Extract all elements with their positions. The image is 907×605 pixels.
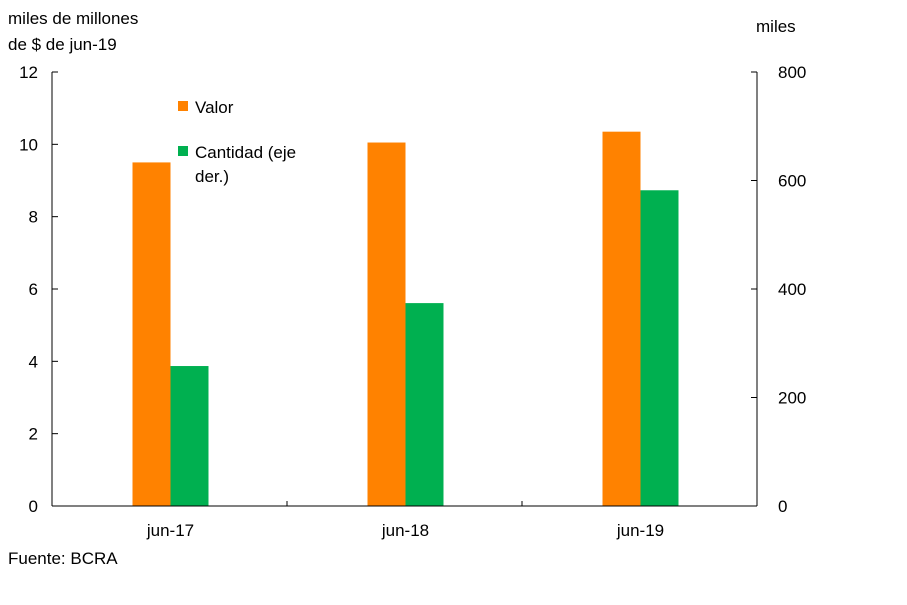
left-axis-ticks: 0 2 4 6 8 10 12 xyxy=(19,63,58,516)
right-axis-title: miles xyxy=(756,17,796,36)
x-tick-label: jun-18 xyxy=(381,521,429,540)
left-tick-label: 0 xyxy=(29,497,38,516)
x-axis-labels: jun-17 jun-18 jun-19 xyxy=(146,501,664,540)
x-tick-label: jun-19 xyxy=(616,521,664,540)
left-axis-title-line1: miles de millones xyxy=(8,9,138,28)
right-axis-ticks: 0 200 400 600 800 xyxy=(751,63,806,516)
left-axis-title-line2: de $ de jun-19 xyxy=(8,35,117,54)
left-tick-label: 10 xyxy=(19,135,38,154)
bars-group xyxy=(132,131,679,507)
left-tick-label: 8 xyxy=(29,208,38,227)
legend: Valor Cantidad (eje der.) xyxy=(178,98,296,186)
source-note: Fuente: BCRA xyxy=(8,549,118,568)
x-tick-label: jun-17 xyxy=(146,521,194,540)
right-tick-label: 600 xyxy=(778,172,806,191)
bar-valor-jun-19 xyxy=(602,131,641,507)
legend-swatch-cantidad xyxy=(178,146,188,156)
legend-label-cantidad-line1: Cantidad (eje xyxy=(195,143,296,162)
left-tick-label: 2 xyxy=(29,425,38,444)
bar-valor-jun-18 xyxy=(367,142,406,506)
left-tick-label: 6 xyxy=(29,280,38,299)
left-tick-label: 12 xyxy=(19,63,38,82)
bar-cantidad-jun-18 xyxy=(405,303,444,506)
right-tick-label: 0 xyxy=(778,497,787,516)
bar-cantidad-jun-17 xyxy=(170,366,209,506)
bar-valor-jun-17 xyxy=(132,162,171,506)
right-tick-label: 400 xyxy=(778,280,806,299)
legend-label-valor: Valor xyxy=(195,98,234,117)
left-tick-label: 4 xyxy=(29,352,38,371)
bar-cantidad-jun-19 xyxy=(640,190,679,506)
legend-label-cantidad-line2: der.) xyxy=(195,167,229,186)
right-tick-label: 800 xyxy=(778,63,806,82)
legend-swatch-valor xyxy=(178,101,188,111)
right-tick-label: 200 xyxy=(778,389,806,408)
